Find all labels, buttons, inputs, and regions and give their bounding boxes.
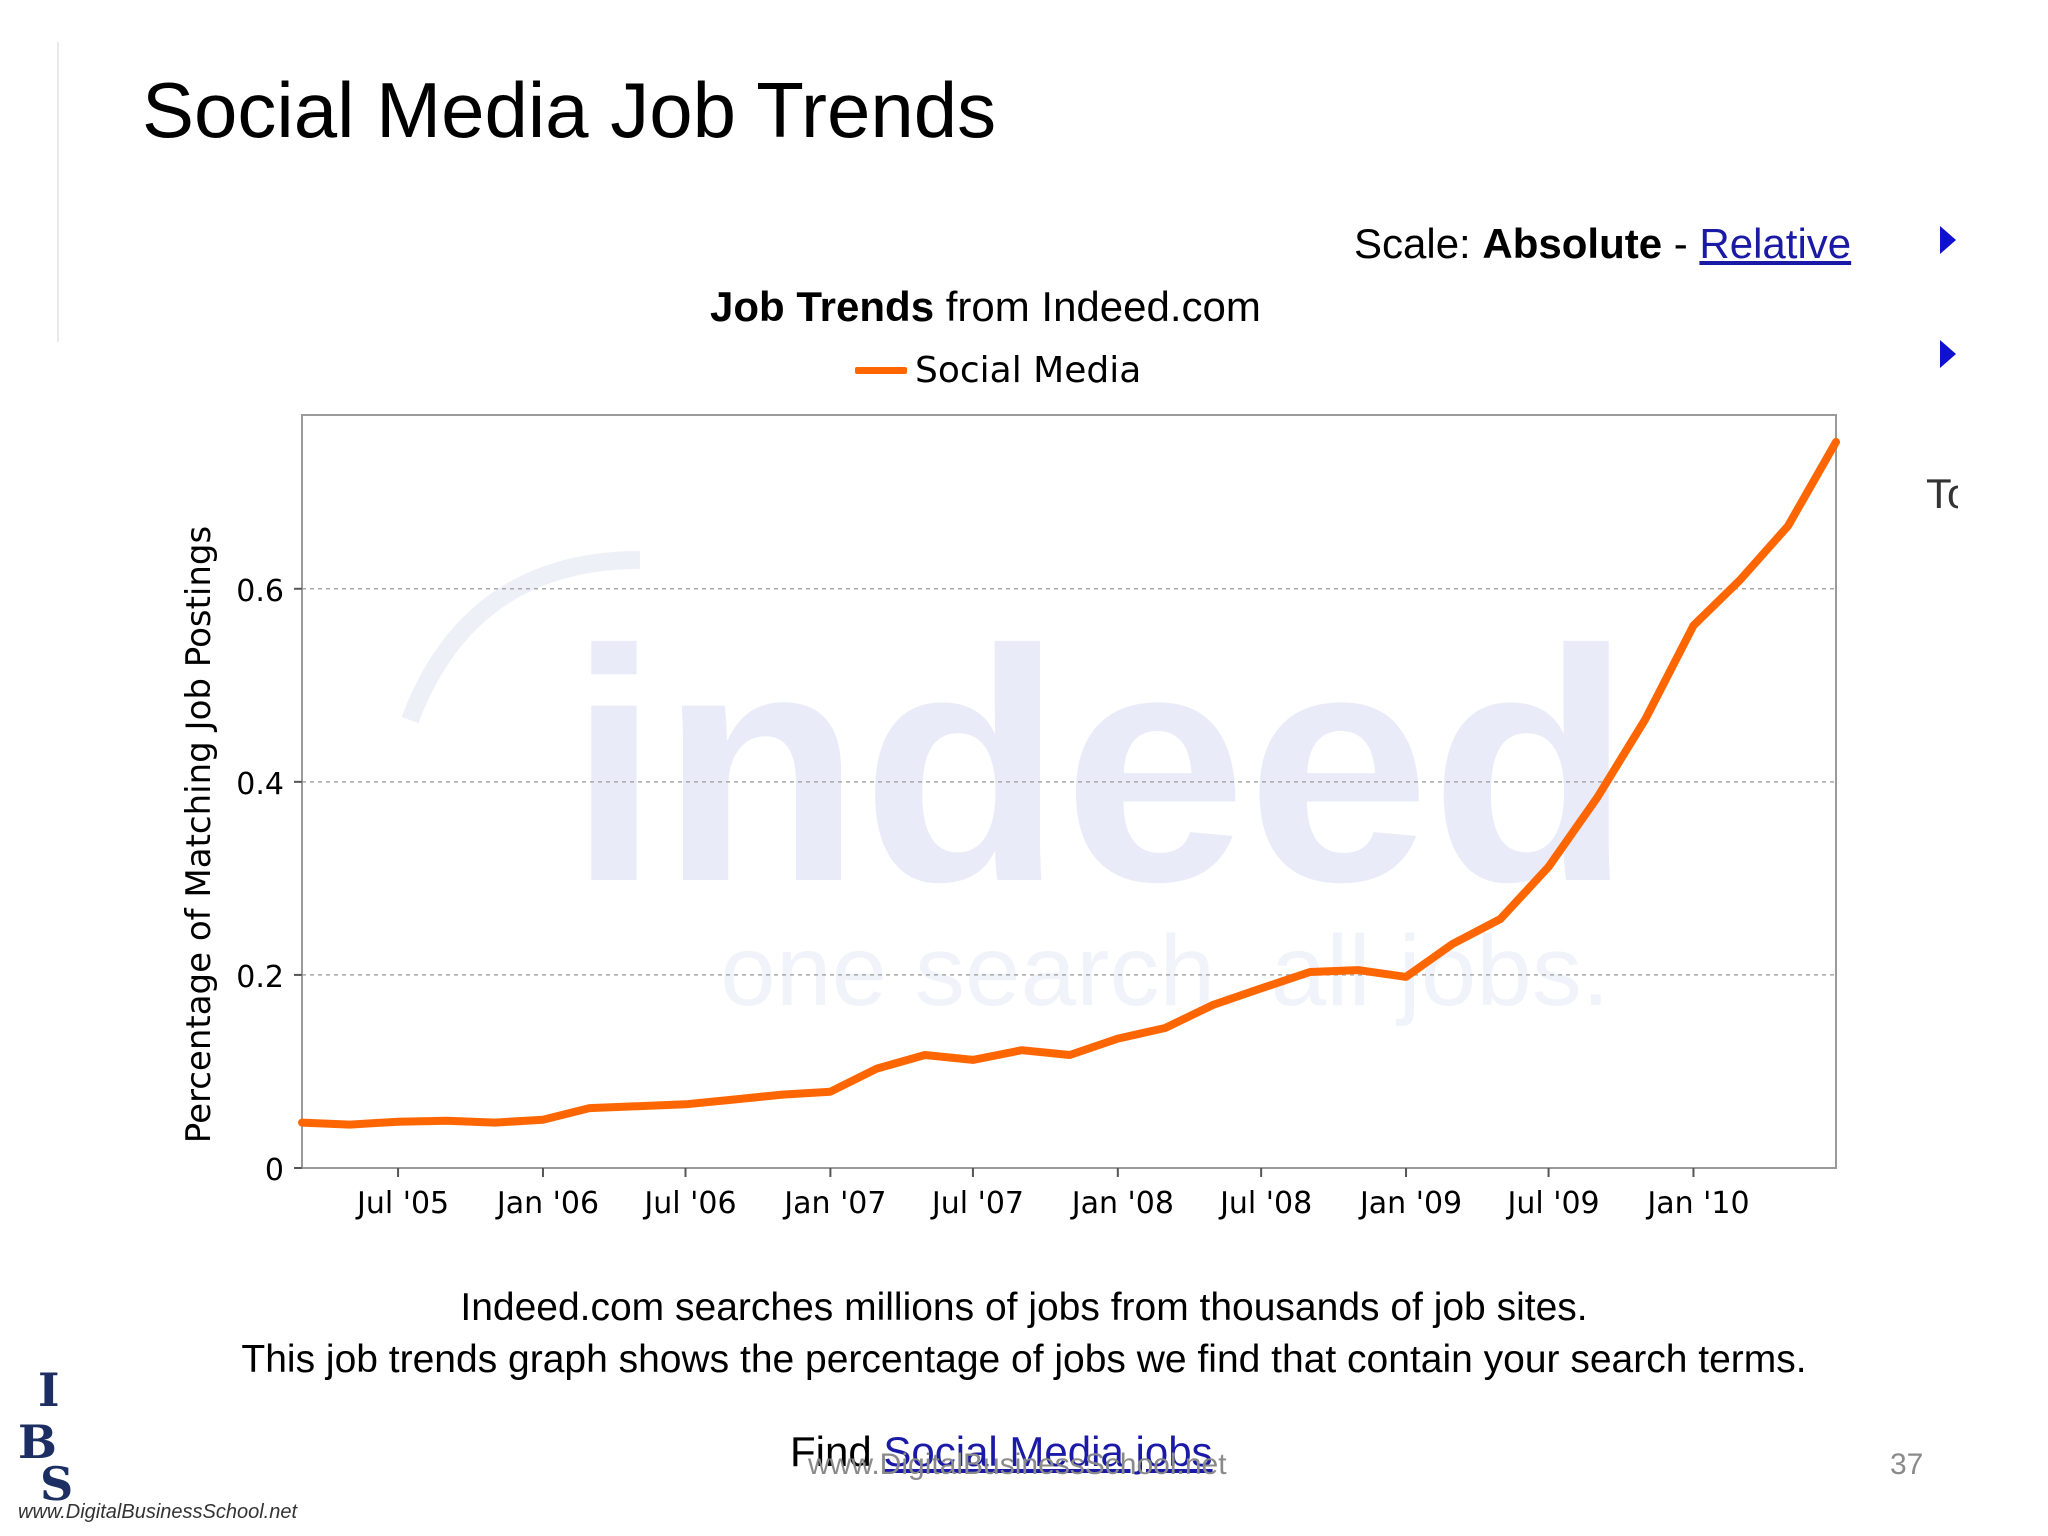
info-line-2: This job trends graph shows the percenta… xyxy=(241,1338,1807,1381)
data-point xyxy=(1355,967,1361,974)
x-tick-label: Jan '06 xyxy=(495,1186,599,1221)
x-tick-label: Jul '05 xyxy=(355,1186,449,1221)
data-point xyxy=(443,1117,450,1124)
find-jobs-link[interactable]: Social Media jobs xyxy=(883,1428,1213,1475)
x-tick-label: Jul '06 xyxy=(642,1186,736,1221)
truncated-side-text: To xyxy=(1926,470,1958,517)
chart-title-rest: from Indeed.com xyxy=(934,283,1261,330)
series-layer xyxy=(298,438,1840,1129)
data-point xyxy=(1545,863,1552,870)
x-tick-label: Jul '08 xyxy=(1218,1186,1312,1221)
chart-container: indeed one search. all jobs. 0 0.2 0.4 0.6 Ju… xyxy=(179,414,1840,1221)
data-point xyxy=(827,1088,834,1095)
scale-relative-link[interactable]: Relative xyxy=(1699,220,1852,267)
chart-title-bold: Job Trends xyxy=(710,283,935,330)
logo-url: www.DigitalBusinessSchool.net xyxy=(18,1501,298,1523)
data-point xyxy=(1594,794,1601,801)
scale-prefix: Scale: xyxy=(1354,220,1483,267)
logo-letter-3: S xyxy=(40,1457,74,1511)
data-point xyxy=(682,1101,689,1108)
y-axis-label: Percentage of Matching Job Postings xyxy=(179,526,219,1143)
y-tick-label: 0.6 xyxy=(236,574,284,609)
data-point xyxy=(1114,1035,1121,1042)
data-point xyxy=(1066,1052,1073,1058)
data-point xyxy=(395,1118,402,1125)
data-point xyxy=(299,1119,305,1126)
x-tick-label: Jan '09 xyxy=(1358,1186,1462,1221)
watermark-word: indeed xyxy=(568,581,1631,950)
y-tick-label: 0.4 xyxy=(236,767,284,802)
data-point xyxy=(1403,973,1409,980)
data-point xyxy=(779,1091,786,1098)
data-point xyxy=(731,1096,738,1103)
axes: 0 0.2 0.4 0.6 Jul '05 Jan '06 Jul '06 Jan '07 Ju… xyxy=(179,526,1750,1221)
watermark-tagline: one search. all jobs. xyxy=(720,915,1609,1027)
data-point xyxy=(1162,1025,1169,1031)
logo-letter-1: I xyxy=(38,1363,60,1417)
legend-swatch xyxy=(855,367,907,374)
info-line-1: Indeed.com searches millions of jobs fro… xyxy=(460,1286,1588,1329)
expand-arrow-icon[interactable] xyxy=(1940,226,1956,254)
slide-divider xyxy=(57,42,59,342)
data-point xyxy=(873,1065,880,1072)
data-point xyxy=(921,1052,928,1058)
data-point xyxy=(1018,1047,1025,1054)
school-logo: I B S www.DigitalBusinessSchool.net xyxy=(18,1363,297,1525)
x-tick-label: Jan '08 xyxy=(1070,1186,1174,1221)
data-point xyxy=(1690,622,1697,629)
watermark-swoosh xyxy=(401,551,641,724)
data-point xyxy=(1258,985,1265,992)
data-point xyxy=(634,1103,641,1110)
data-point xyxy=(1785,523,1791,529)
legend-label: Social Media xyxy=(915,350,1142,391)
data-point xyxy=(540,1116,546,1123)
logo-letter-2: B xyxy=(18,1415,57,1469)
find-prefix: Find xyxy=(790,1428,884,1475)
scale-control: Scale: Absolute - Relative xyxy=(1354,217,1851,271)
chart-title: Job Trends from Indeed.com xyxy=(710,280,1261,334)
y-tick-label: 0 xyxy=(265,1153,284,1188)
website-footer: www.DigitalBusinessSchool.net xyxy=(808,1448,1227,1481)
x-tick-label: Jan '07 xyxy=(782,1186,886,1221)
plot-frame xyxy=(301,414,1837,1169)
data-point xyxy=(969,1056,976,1063)
scale-separator: - xyxy=(1662,220,1700,267)
data-point xyxy=(1449,941,1456,947)
data-point xyxy=(1497,915,1504,922)
data-point xyxy=(347,1121,353,1128)
y-tick-label: 0.2 xyxy=(236,960,284,995)
page-number: 37 xyxy=(1890,1448,1924,1481)
data-point xyxy=(1210,1001,1217,1008)
data-point xyxy=(1833,439,1839,445)
data-point xyxy=(491,1119,498,1126)
scale-absolute: Absolute xyxy=(1482,220,1663,267)
x-tick-label: Jul '07 xyxy=(930,1186,1024,1221)
expand-arrow-icon[interactable] xyxy=(1940,340,1956,368)
data-point xyxy=(1736,577,1743,584)
x-tick-label: Jan '10 xyxy=(1645,1186,1749,1221)
data-point xyxy=(1642,716,1649,723)
data-point xyxy=(586,1105,593,1112)
slide-title: Social Media Job Trends xyxy=(142,66,997,154)
x-tick-label: Jul '09 xyxy=(1505,1186,1599,1221)
find-jobs: Find Social Media jobs xyxy=(790,1425,1213,1479)
data-point xyxy=(1307,969,1313,975)
